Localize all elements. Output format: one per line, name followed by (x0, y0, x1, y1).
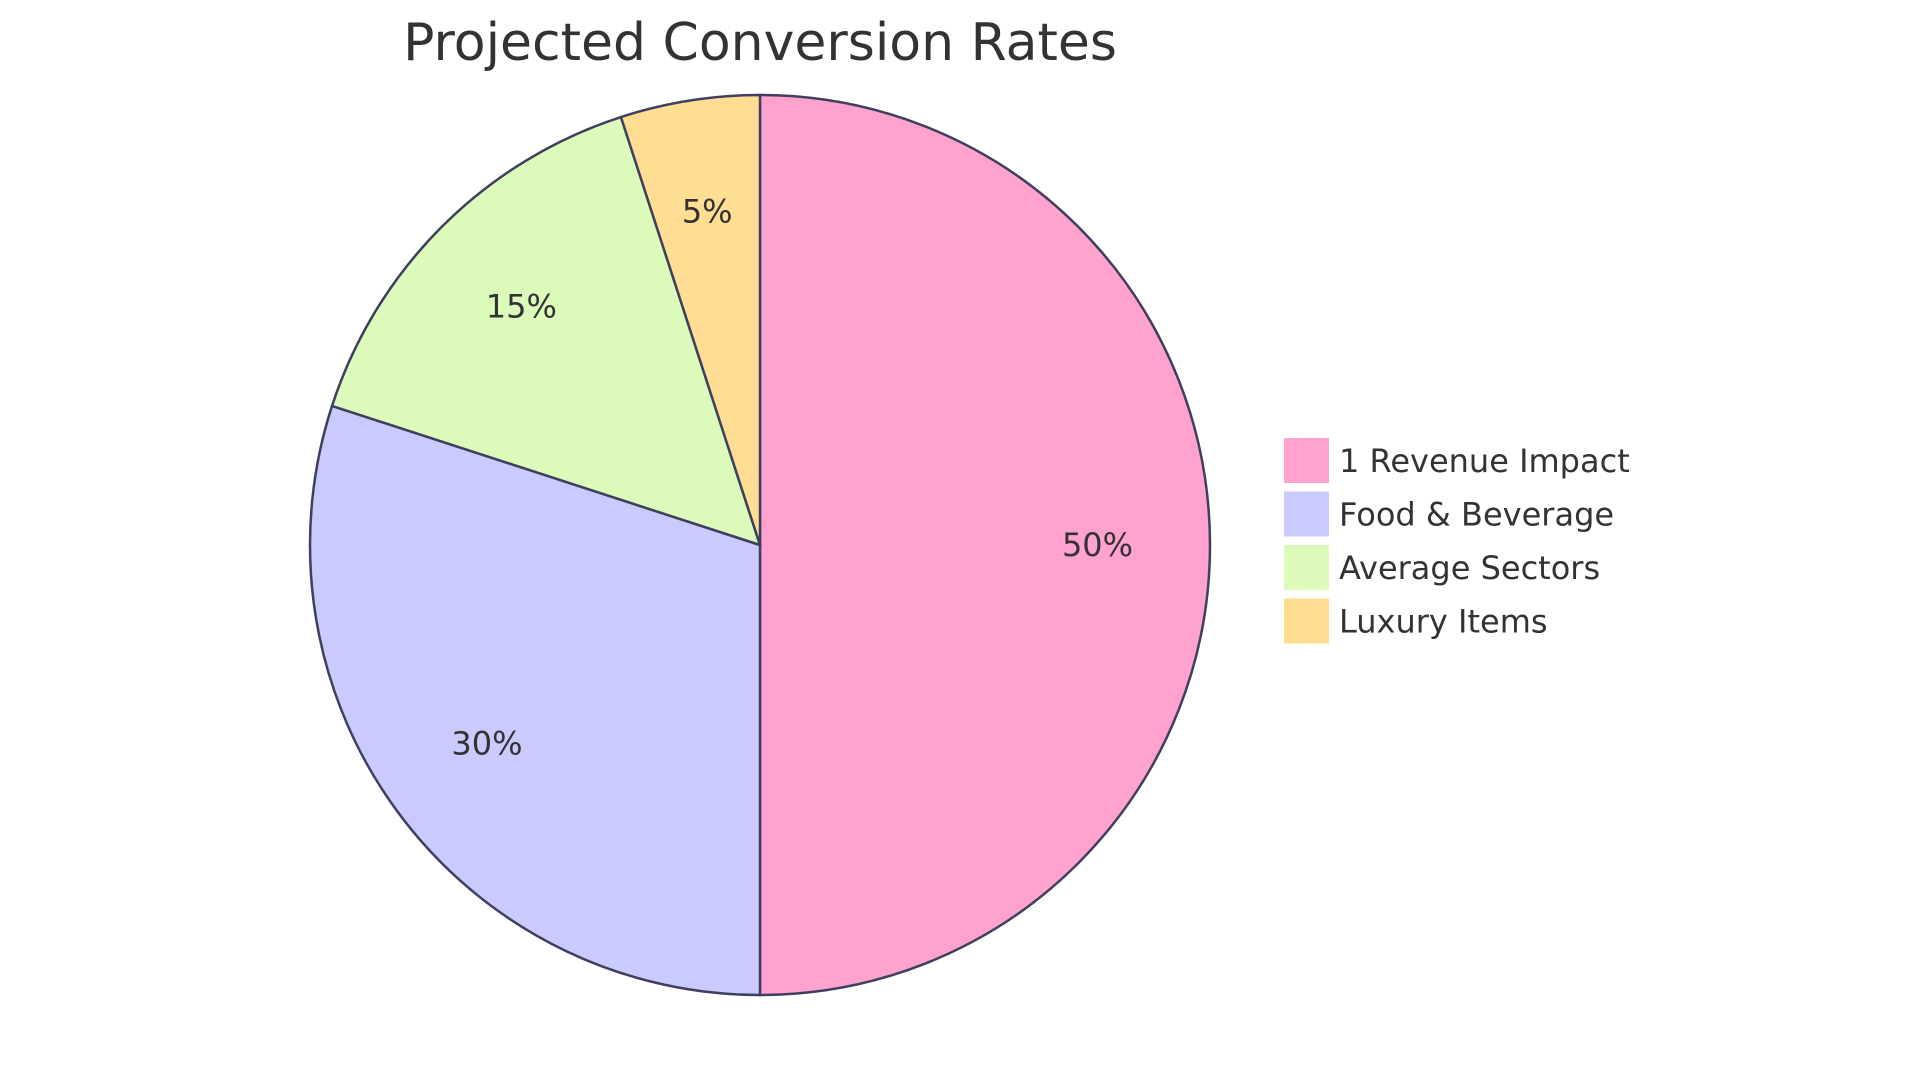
legend-label: 1 Revenue Impact (1339, 442, 1630, 480)
legend-swatch (1284, 491, 1329, 537)
legend-label: Average Sectors (1339, 549, 1600, 587)
legend-item: Luxury Items (1284, 598, 1548, 644)
pie-slice (330, 115, 762, 547)
legend-swatch (1284, 598, 1329, 644)
legend-item: 1 Revenue Impact (1284, 438, 1630, 483)
slice-percent-label: 5% (682, 193, 733, 231)
legend-label: Luxury Items (1339, 603, 1548, 641)
legend: 1 Revenue Impact Food & Beverage Average S… (1284, 438, 1630, 644)
legend-swatch (1284, 545, 1329, 590)
chart-title: Projected Conversion Rates (403, 13, 1117, 73)
slice-percent-label: 50% (1062, 526, 1133, 564)
legend-swatch (1284, 438, 1329, 483)
legend-label: Food & Beverage (1339, 496, 1614, 534)
pie-slice (758, 93, 1212, 997)
legend-item: Average Sectors (1284, 545, 1600, 590)
legend-item: Food & Beverage (1284, 491, 1614, 537)
slice-percent-label: 15% (486, 287, 557, 325)
pie-slices (308, 93, 1212, 997)
pie-slice (619, 93, 762, 546)
pie-slice (308, 404, 762, 997)
slice-percent-label: 30% (451, 724, 522, 762)
pie-slice-labels: 50% 30% 15% 5% (451, 193, 1133, 763)
